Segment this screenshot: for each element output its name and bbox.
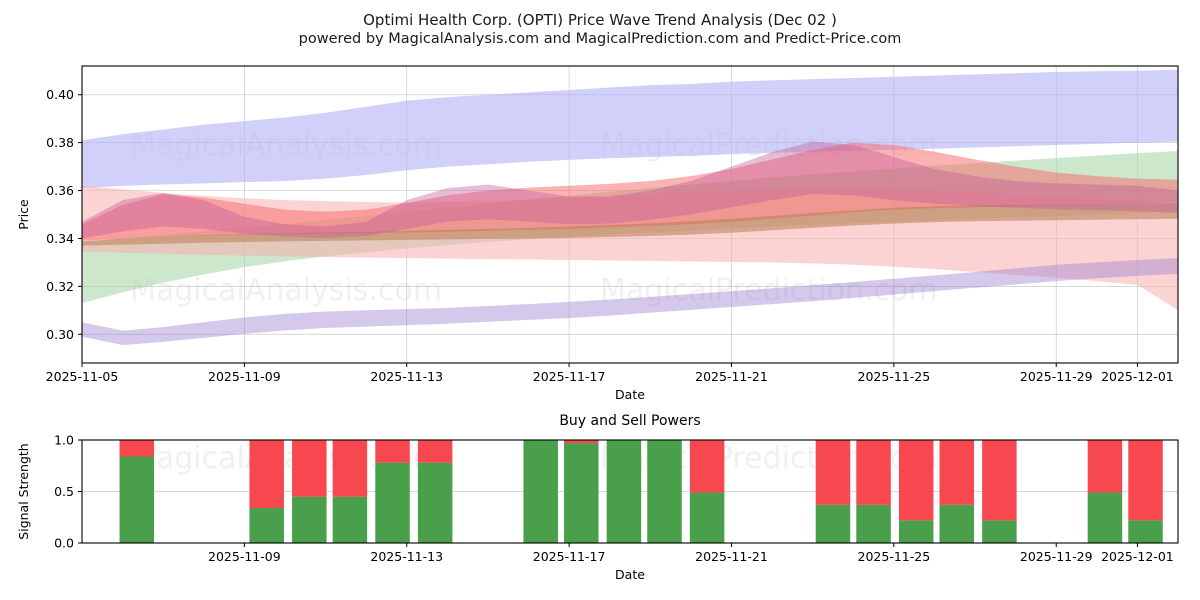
sell-power-bar[interactable] xyxy=(939,440,975,505)
buy-power-bar[interactable] xyxy=(249,507,284,543)
price-xtick-label: 2025-11-25 xyxy=(858,369,931,384)
watermark-text: MagicalPrediction.com xyxy=(600,273,938,308)
buy-power-bar[interactable] xyxy=(815,504,851,543)
bar-group[interactable] xyxy=(564,440,599,543)
buy-power-bar[interactable] xyxy=(417,462,453,543)
price-band-5 xyxy=(82,258,1178,346)
buy-power-bar[interactable] xyxy=(523,440,558,543)
buy-sell-panel: MagicalAnalysis.com MagicalPrediction.com… xyxy=(16,413,1179,582)
price-ytick-label: 0.38 xyxy=(46,135,74,150)
buy-sell-panel-title: Buy and Sell Powers xyxy=(559,413,700,429)
bar-group[interactable] xyxy=(815,440,851,543)
signal-ytick-label: 0.5 xyxy=(54,484,74,499)
signal-ytick-label: 0.0 xyxy=(54,536,74,551)
sell-power-bar[interactable] xyxy=(1128,440,1163,521)
buy-power-bar[interactable] xyxy=(982,520,1017,543)
price-ytick-label: 0.36 xyxy=(46,183,74,198)
signal-xtick-label: 2025-11-13 xyxy=(370,549,443,564)
bar-group[interactable] xyxy=(1128,440,1163,543)
buy-power-bar[interactable] xyxy=(375,462,410,543)
price-band-0 xyxy=(82,69,1178,189)
sell-power-bar[interactable] xyxy=(249,440,284,508)
bar-group[interactable] xyxy=(249,440,284,543)
price-xtick-label: 2025-12-01 xyxy=(1101,369,1174,384)
page-subtitle: powered by MagicalAnalysis.com and Magic… xyxy=(298,31,902,48)
sell-power-bar[interactable] xyxy=(292,440,327,497)
sell-power-bar[interactable] xyxy=(1087,440,1123,493)
buy-power-bar[interactable] xyxy=(898,520,934,543)
figure-title-block: Optimi Health Corp. (OPTI) Price Wave Tr… xyxy=(0,10,1200,50)
bar-group[interactable] xyxy=(898,440,934,543)
price-xaxis-title: Date xyxy=(615,387,645,402)
signal-xaxis-title: Date xyxy=(615,567,645,582)
bar-group[interactable] xyxy=(1087,440,1123,543)
price-ytick-label: 0.40 xyxy=(46,87,74,102)
bar-group[interactable] xyxy=(292,440,327,543)
signal-xtick-label: 2025-11-21 xyxy=(695,549,768,564)
buy-power-bar[interactable] xyxy=(332,496,368,543)
buy-power-bar[interactable] xyxy=(689,492,725,543)
price-xtick-label: 2025-11-09 xyxy=(208,369,281,384)
sell-power-bar[interactable] xyxy=(689,440,725,493)
signal-ytick-label: 1.0 xyxy=(54,433,74,448)
signal-xtick-label: 2025-11-17 xyxy=(533,549,606,564)
bar-group[interactable] xyxy=(982,440,1017,543)
price-band-4 xyxy=(82,203,1178,246)
bar-group[interactable] xyxy=(332,440,368,543)
sell-power-bar[interactable] xyxy=(815,440,851,505)
price-wave-panel: MagicalAnalysis.com MagicalPrediction.com… xyxy=(16,65,1179,402)
sell-power-bar[interactable] xyxy=(856,440,891,505)
price-axes-frame xyxy=(81,65,1179,364)
sell-power-bar[interactable] xyxy=(982,440,1017,521)
bar-group[interactable] xyxy=(856,440,891,543)
sell-power-bar[interactable] xyxy=(564,440,599,444)
buy-power-bar[interactable] xyxy=(939,504,975,543)
sell-power-bar[interactable] xyxy=(119,440,155,457)
buy-power-bar[interactable] xyxy=(647,440,682,543)
sell-power-bar[interactable] xyxy=(417,440,453,463)
price-ytick-label: 0.30 xyxy=(46,327,74,342)
buy-power-bar[interactable] xyxy=(856,504,891,543)
bar-group[interactable] xyxy=(119,440,155,543)
signal-xtick-label: 2025-11-25 xyxy=(858,549,931,564)
signal-xtick-label: 2025-11-29 xyxy=(1020,549,1093,564)
price-xtick-label: 2025-11-21 xyxy=(695,369,768,384)
sell-power-bar[interactable] xyxy=(898,440,934,521)
price-band-6 xyxy=(82,141,1178,239)
bar-group[interactable] xyxy=(647,440,682,543)
bar-group[interactable] xyxy=(375,440,410,543)
signal-xtick-label: 2025-12-01 xyxy=(1101,549,1174,564)
buy-power-bar[interactable] xyxy=(606,440,642,543)
price-xtick-label: 2025-11-29 xyxy=(1020,369,1093,384)
buy-power-bar[interactable] xyxy=(119,456,155,543)
bar-group[interactable] xyxy=(689,440,725,543)
bar-group[interactable] xyxy=(417,440,453,543)
buy-power-bar[interactable] xyxy=(564,443,599,543)
sell-power-bar[interactable] xyxy=(375,440,410,463)
sell-power-bar[interactable] xyxy=(332,440,368,497)
page-title: Optimi Health Corp. (OPTI) Price Wave Tr… xyxy=(363,11,837,29)
buy-power-bar[interactable] xyxy=(1087,492,1123,543)
price-ytick-label: 0.32 xyxy=(46,279,74,294)
signal-xtick-label: 2025-11-09 xyxy=(208,549,281,564)
price-band-3 xyxy=(82,142,1178,241)
buy-power-bar[interactable] xyxy=(292,496,327,543)
signal-yaxis-title: Signal Strength xyxy=(16,443,31,539)
price-xtick-label: 2025-11-17 xyxy=(533,369,606,384)
buy-power-bar[interactable] xyxy=(1128,520,1163,543)
price-xtick-label: 2025-11-05 xyxy=(46,369,119,384)
bar-group[interactable] xyxy=(523,440,558,543)
price-ytick-label: 0.34 xyxy=(46,231,74,246)
price-yaxis-title: Price xyxy=(16,199,31,230)
bar-group[interactable] xyxy=(606,440,642,543)
bar-group[interactable] xyxy=(939,440,975,543)
price-xtick-label: 2025-11-13 xyxy=(370,369,443,384)
